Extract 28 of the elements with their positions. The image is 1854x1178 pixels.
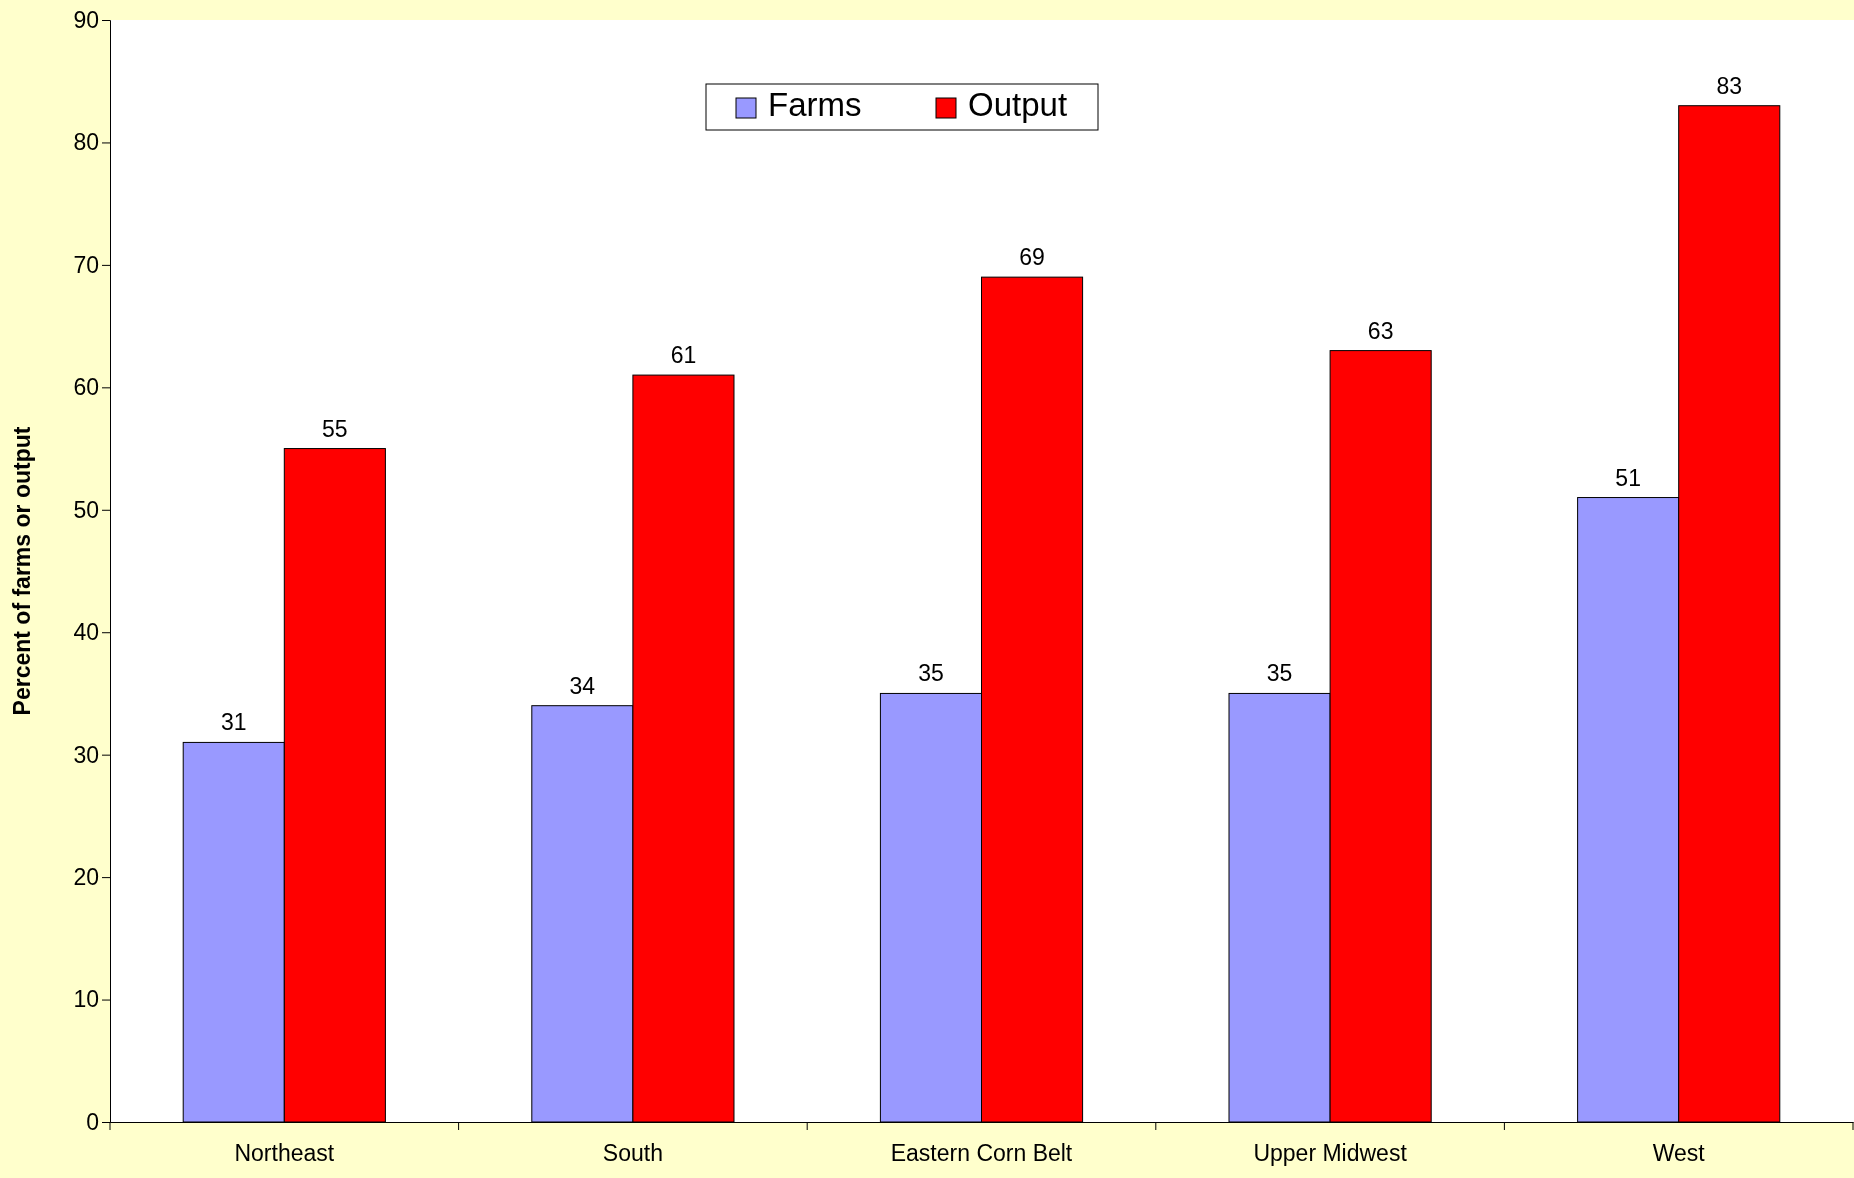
y-tick-label: 70	[73, 251, 99, 278]
y-tick-label: 80	[73, 129, 99, 156]
data-label: 83	[1716, 72, 1743, 99]
legend-label: Output	[968, 86, 1068, 123]
y-tick-label: 30	[73, 741, 99, 768]
x-tick-label: West	[1652, 1139, 1706, 1166]
x-tick-label: South	[602, 1139, 663, 1166]
data-label: 51	[1615, 464, 1641, 491]
y-tick-label: 40	[73, 619, 99, 646]
y-tick-label: 20	[73, 863, 99, 890]
data-label: 55	[322, 415, 348, 442]
y-tick-label: 60	[73, 374, 99, 401]
data-label: 35	[1266, 660, 1293, 687]
data-label: 61	[670, 342, 697, 369]
x-tick-label: Upper Midwest	[1253, 1139, 1408, 1166]
y-axis-title: Percent of farms or output	[9, 426, 35, 716]
y-tick-label: 10	[73, 986, 99, 1013]
data-label: 63	[1367, 317, 1394, 344]
y-tick-label: 90	[73, 6, 99, 33]
x-tick-label: Northeast	[234, 1139, 335, 1166]
data-label: 69	[1019, 244, 1045, 271]
data-label: 31	[220, 709, 247, 736]
data-label: 34	[569, 672, 596, 699]
x-tick-label: Eastern Corn Belt	[890, 1139, 1073, 1166]
data-label: 35	[918, 660, 944, 687]
y-tick-label: 50	[73, 496, 99, 523]
legend-label: Farms	[768, 86, 862, 123]
y-tick-label: 0	[86, 1108, 99, 1135]
